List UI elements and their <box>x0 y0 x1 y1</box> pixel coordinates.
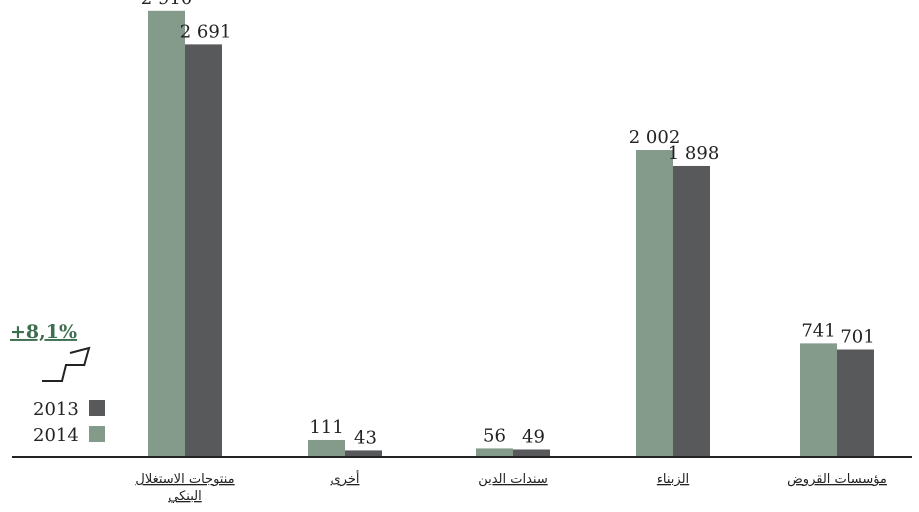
category-label-0-line-0: منتوجات الاستغلال <box>135 472 234 487</box>
value-label-2014-4: 741 <box>801 320 835 341</box>
category-labels-group: منتوجات الاستغلال البنكي أخرى سندات الدين ال… <box>135 470 887 504</box>
legend-swatch-2013 <box>89 400 105 416</box>
value-label-2014-1: 111 <box>309 417 343 438</box>
bar-2013-0 <box>185 44 222 457</box>
growth-arrow-icon <box>42 346 91 382</box>
legend-label-2013: 2013 <box>33 399 79 420</box>
category-label-4: مؤسسات القروض <box>787 472 887 487</box>
legend-label-2014: 2014 <box>33 425 79 446</box>
growth-annotation: +8,1% <box>10 321 77 343</box>
value-label-2013-0: 2 691 <box>180 21 232 42</box>
bar-2014-4 <box>800 343 837 457</box>
bar-2013-4 <box>837 349 874 457</box>
bar-2014-1 <box>308 439 345 457</box>
value-label-2013-3: 1 898 <box>668 143 720 164</box>
value-label-2014-3: 2 002 <box>629 127 681 148</box>
legend-swatch-2014 <box>89 426 105 442</box>
category-label-3: الزبناء <box>657 472 689 487</box>
value-label-2014-2: 56 <box>483 425 506 446</box>
bar-2014-2 <box>476 448 513 457</box>
bar-2013-3 <box>673 165 710 457</box>
value-label-2013-4: 701 <box>840 327 874 348</box>
bar-2013-1 <box>345 450 382 457</box>
category-label-1: أخرى <box>331 470 360 487</box>
category-label-2: سندات الدين <box>478 472 548 487</box>
bar-2014-3 <box>636 150 673 457</box>
bar-2014-0 <box>148 10 185 458</box>
value-label-2013-1: 43 <box>354 427 377 448</box>
bar-2013-2 <box>513 449 550 457</box>
legend: 2013 2014 <box>33 399 105 446</box>
category-label-0-line-1: البنكي <box>168 489 201 504</box>
value-label-2013-2: 49 <box>522 426 545 447</box>
bars-group <box>148 10 874 458</box>
value-label-2014-0: 2 910 <box>141 0 193 9</box>
